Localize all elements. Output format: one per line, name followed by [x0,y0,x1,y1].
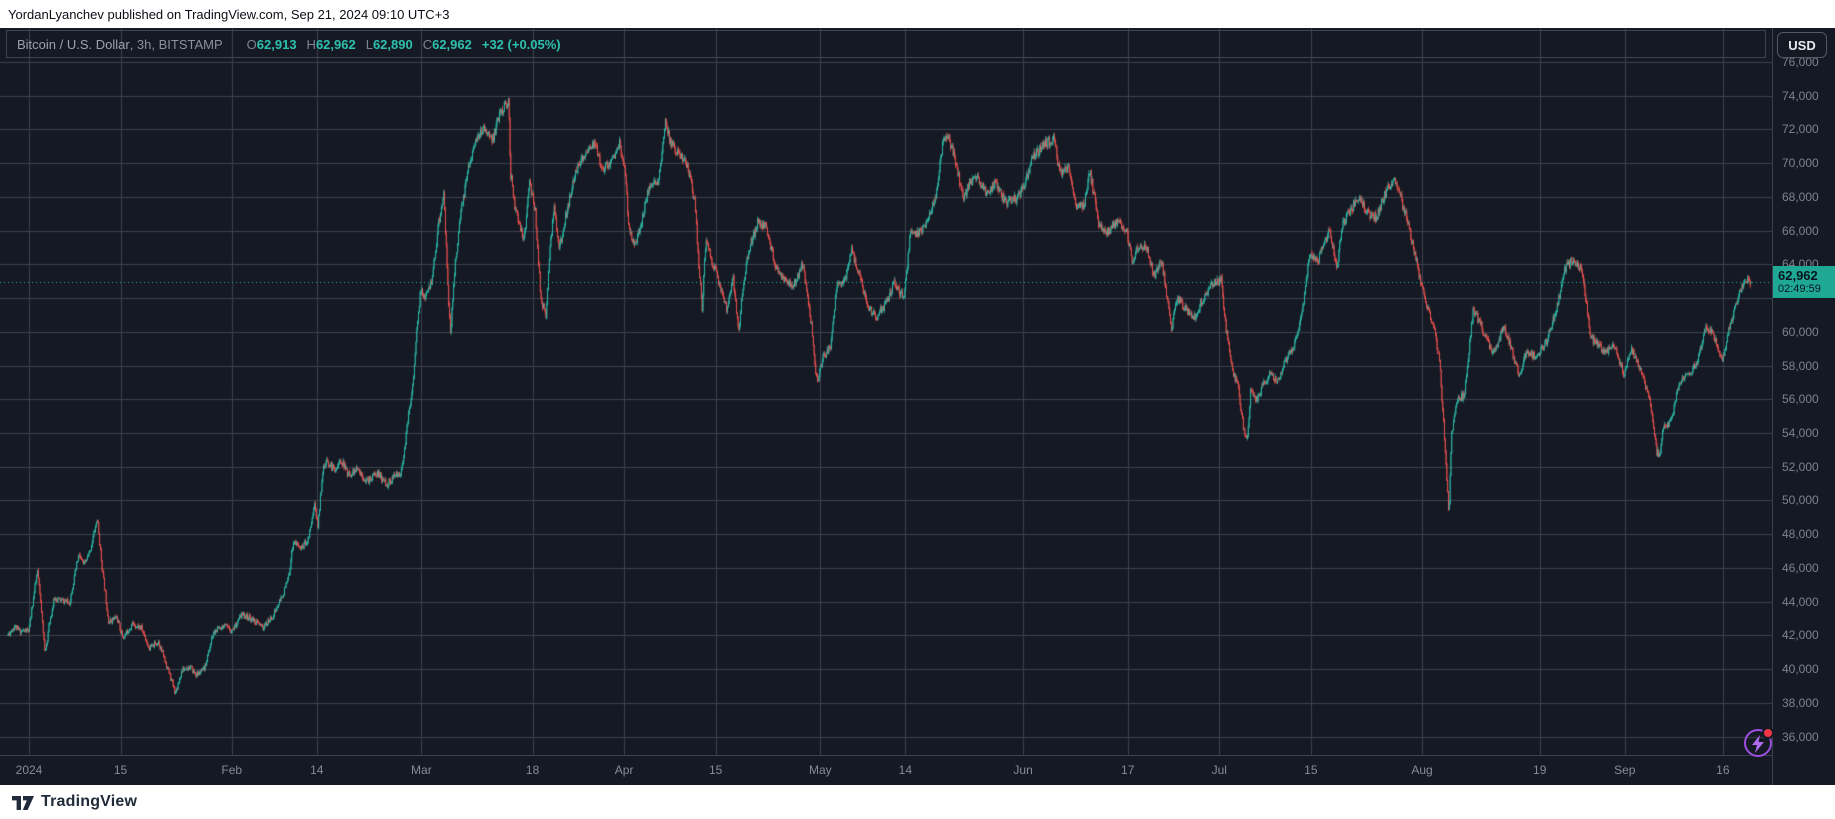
price-axis[interactable]: 36,000 38,000 40,000 42,000 44,000 46,000 48,0… [1772,28,1835,785]
notification-dot [1764,729,1772,737]
time-tick: Sep [1614,763,1636,777]
price-tick: 40,000 [1782,662,1819,677]
time-tick: 15 [1304,763,1318,777]
time-tick: 14 [310,763,324,777]
footer-bar: TradingView [0,785,1835,819]
time-tick: 2024 [15,763,43,777]
low-label: L [365,36,373,52]
tradingview-logo-icon[interactable] [12,792,34,812]
open-label: O [246,36,257,52]
close-value: 62,962 [432,36,472,52]
time-tick: Jul [1211,763,1227,777]
price-tick: 70,000 [1782,156,1819,171]
time-tick: 18 [525,763,540,777]
time-tick: 16 [1716,763,1730,777]
tradingview-wordmark[interactable]: TradingView [41,793,138,810]
time-tick: May [808,763,832,777]
time-tick: Mar [411,763,432,777]
lightning-icon [1752,735,1764,753]
price-tick: 48,000 [1782,527,1819,542]
close-label: C [422,36,433,52]
time-tick: Feb [221,763,243,777]
price-tick: 68,000 [1782,189,1819,204]
published-text: YordanLyanchev published on TradingView.… [8,6,450,22]
bar-countdown: 02:49:59 [1778,282,1821,295]
price-tick: 52,000 [1782,459,1819,474]
time-tick: 14 [898,763,913,777]
last-price-label: 62,962 02:49:59 [1773,265,1835,298]
symbol-meta: , 3h, BITSTAMP [129,36,223,52]
price-tick: 50,000 [1782,493,1819,508]
price-tick: 44,000 [1782,594,1819,609]
price-tick: 38,000 [1782,695,1819,710]
time-tick: Apr [614,763,634,777]
price-tick: 74,000 [1782,88,1819,103]
price-tick: 58,000 [1782,358,1819,373]
open-value: 62,913 [256,36,297,52]
time-tick: 15 [113,763,128,777]
price-chart-canvas[interactable] [0,28,1772,755]
price-tick: 72,000 [1782,122,1819,137]
ohlc-readout: O62,913 H62,962 L62,890 C62,962 [237,37,472,52]
time-tick: 15 [709,763,723,777]
change-value: +32 (+0.05%) [481,36,561,52]
price-tick: 76,000 [1782,55,1819,69]
price-tick: 54,000 [1782,426,1819,441]
time-tick: 19 [1533,763,1547,777]
boost-button[interactable] [1744,729,1772,757]
currency-toggle-button[interactable]: USD [1777,32,1827,58]
last-price-value: 62,962 [1778,267,1818,283]
price-tick: 60,000 [1782,324,1819,339]
high-label: H [306,36,316,52]
time-tick: Aug [1411,763,1433,777]
chart-panel: Bitcoin / U.S. Dollar, 3h, BITSTAMP O62,… [0,28,1835,785]
symbol-title[interactable]: Bitcoin / U.S. Dollar [17,36,130,52]
published-bar: YordanLyanchev published on TradingView.… [0,0,1835,28]
price-tick: 66,000 [1782,223,1819,238]
price-tick: 42,000 [1782,628,1819,643]
high-value: 62,962 [315,36,356,52]
price-tick: 46,000 [1782,560,1819,575]
time-tick: 17 [1121,763,1135,777]
price-tick: 36,000 [1782,729,1819,744]
price-tick: 56,000 [1782,392,1819,407]
time-tick: Jun [1013,763,1033,777]
low-value: 62,890 [372,36,413,52]
chart-legend: Bitcoin / U.S. Dollar, 3h, BITSTAMP O62,… [6,30,1766,58]
time-axis[interactable]: 2024 15 Feb 14 Mar 18 Apr 15 May 14 Jun 17 Jul 15 Aug 1… [0,755,1835,785]
